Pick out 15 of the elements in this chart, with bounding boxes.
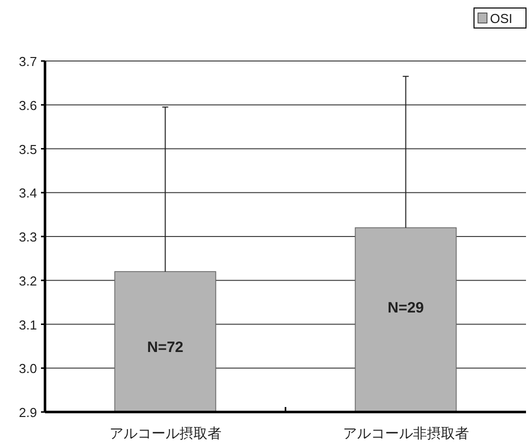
y-tick-label: 3.5 — [18, 142, 37, 157]
annotation: N=72 — [147, 339, 184, 356]
y-tick-label: 3.6 — [18, 98, 37, 113]
legend: OSI — [474, 8, 526, 28]
legend-label: OSI — [490, 11, 512, 26]
y-tick-label: 2.9 — [18, 405, 37, 420]
y-tick-label: 3.7 — [18, 54, 37, 69]
y-tick-label: 3.0 — [18, 361, 37, 376]
y-tick-label: 3.1 — [18, 317, 37, 332]
x-tick-label: アルコール摂取者 — [109, 425, 222, 441]
y-tick-label: 3.4 — [18, 186, 37, 201]
x-tick-label: アルコール非摂取者 — [342, 425, 469, 441]
y-tick-label: 3.2 — [18, 273, 37, 288]
y-tick-label: 3.3 — [18, 230, 37, 244]
annotation: N=29 — [388, 300, 424, 317]
